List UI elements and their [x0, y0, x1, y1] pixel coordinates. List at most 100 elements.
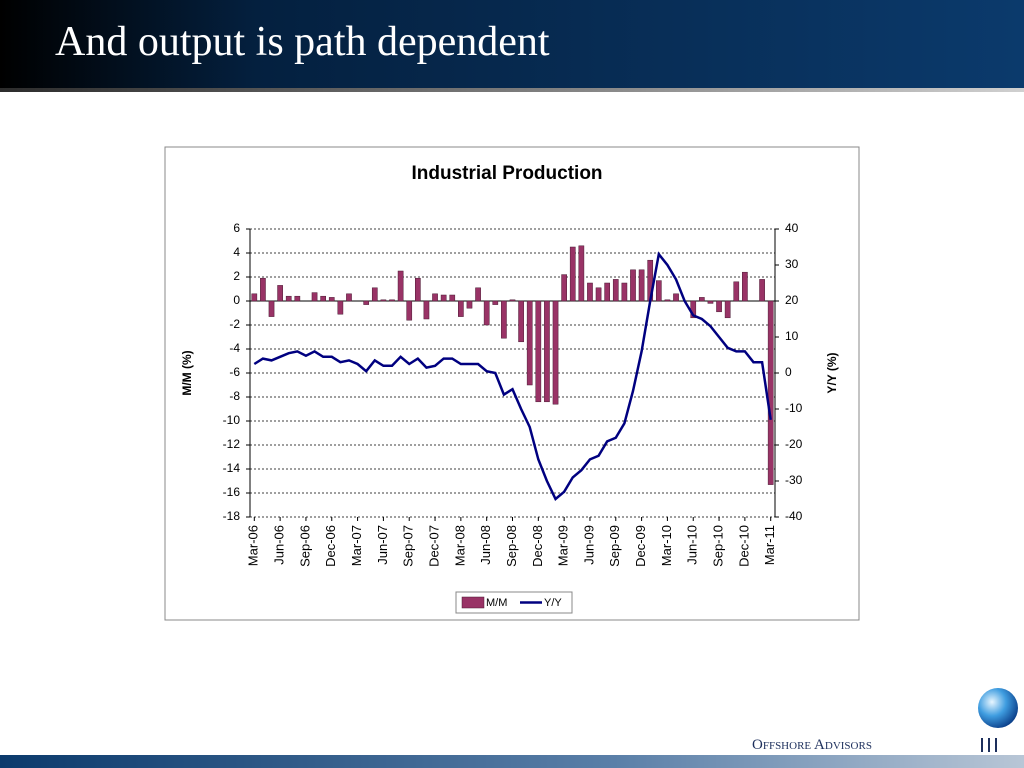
bar: [655, 280, 662, 302]
bar: [440, 294, 447, 302]
y2-tick-label: 0: [785, 365, 792, 379]
bar: [724, 300, 731, 319]
y2-tick-label: -40: [785, 509, 803, 523]
y2-tick-label: 30: [785, 257, 799, 271]
bar: [328, 297, 335, 302]
x-tick-label: Sep-06: [297, 525, 312, 567]
bar: [501, 300, 507, 339]
x-tick-label: Sep-08: [504, 525, 519, 567]
bar: [561, 274, 567, 302]
bar: [294, 295, 301, 302]
y-tick-label: 0: [233, 293, 240, 307]
bar: [363, 300, 370, 305]
x-tick-label: Mar-07: [349, 525, 364, 566]
header-bar: [0, 0, 1024, 88]
x-tick-label: Jun-10: [685, 525, 700, 565]
bar: [260, 277, 266, 302]
bar: [673, 293, 679, 302]
footer-bar: [0, 755, 1024, 768]
bar: [707, 300, 714, 304]
y-tick-label: -18: [223, 509, 241, 523]
brand: Offshore Advisors: [752, 737, 872, 753]
x-tick-label: Jun-06: [272, 525, 287, 565]
bar: [311, 292, 318, 302]
bar: [578, 245, 585, 302]
bar: [587, 282, 593, 302]
bar: [595, 287, 602, 302]
bar: [612, 279, 619, 302]
y-axis-label: M/M (%): [180, 350, 194, 395]
bar: [458, 300, 464, 317]
bar: [767, 300, 774, 485]
y-tick-label: -16: [223, 485, 241, 499]
chart-frame: [164, 146, 860, 621]
y2-tick-label: 40: [785, 221, 799, 235]
bar: [337, 300, 344, 315]
bar: [699, 297, 705, 302]
line: [253, 251, 772, 501]
bar: [552, 300, 559, 405]
y-tick-label: -2: [229, 317, 240, 331]
legend-label: Y/Y: [544, 597, 562, 609]
bar: [432, 293, 438, 302]
bar: [475, 287, 481, 302]
y2-axis-label: Y/Y (%): [825, 352, 839, 393]
bar: [251, 293, 258, 302]
bar: [544, 300, 550, 403]
legend-swatch: [461, 596, 485, 609]
x-tick-label: Mar-10: [659, 525, 674, 566]
legend-label: M/M: [486, 597, 507, 609]
bar: [509, 299, 516, 302]
legend-box: [455, 591, 573, 614]
y-tick-label: 6: [233, 221, 240, 235]
bar: [518, 300, 524, 343]
bar: [742, 271, 748, 302]
bar: [371, 287, 378, 302]
x-tick-label: Dec-08: [530, 525, 545, 567]
y2-tick-label: -20: [785, 437, 803, 451]
bar: [268, 300, 275, 317]
x-tick-label: Dec-09: [633, 525, 648, 567]
bar: [526, 300, 533, 386]
bar: [492, 300, 499, 305]
bar: [285, 295, 292, 302]
bar: [380, 299, 387, 302]
y-tick-label: -6: [229, 365, 240, 379]
x-tick-label: Sep-07: [401, 525, 416, 567]
bar: [389, 299, 395, 302]
y2-tick-label: -30: [785, 473, 803, 487]
y2-tick-label: 10: [785, 329, 799, 343]
x-tick-label: Jun-07: [375, 525, 390, 565]
bar: [414, 277, 421, 302]
bar: [759, 279, 765, 302]
y-tick-label: -8: [229, 389, 240, 403]
x-tick-label: Mar-08: [452, 525, 467, 566]
bar: [483, 300, 490, 326]
bar: [397, 270, 404, 302]
chart-title: Industrial Production: [411, 163, 602, 184]
slide-title: And output is path dependent: [55, 19, 550, 65]
y2-tick-label: 20: [785, 293, 799, 307]
bar: [320, 295, 326, 302]
x-tick-label: Dec-07: [426, 525, 441, 567]
x-tick-label: Sep-10: [710, 525, 725, 567]
bar: [466, 300, 473, 309]
x-tick-label: Mar-06: [246, 525, 261, 566]
y-tick-label: -4: [229, 341, 240, 355]
bar: [449, 294, 456, 302]
bar: [664, 299, 671, 302]
x-tick-label: Mar-11: [762, 525, 777, 565]
y-tick-label: -12: [223, 437, 241, 451]
bar: [277, 285, 283, 302]
x-tick-label: Jun-08: [478, 525, 493, 565]
bar: [630, 269, 636, 302]
x-tick-label: Dec-06: [323, 525, 338, 567]
x-tick-label: Mar-09: [556, 525, 571, 566]
y-tick-label: -10: [223, 413, 241, 427]
x-tick-label: Sep-09: [607, 525, 622, 567]
bar: [733, 281, 740, 302]
bar: [406, 300, 413, 321]
bar: [569, 246, 576, 302]
